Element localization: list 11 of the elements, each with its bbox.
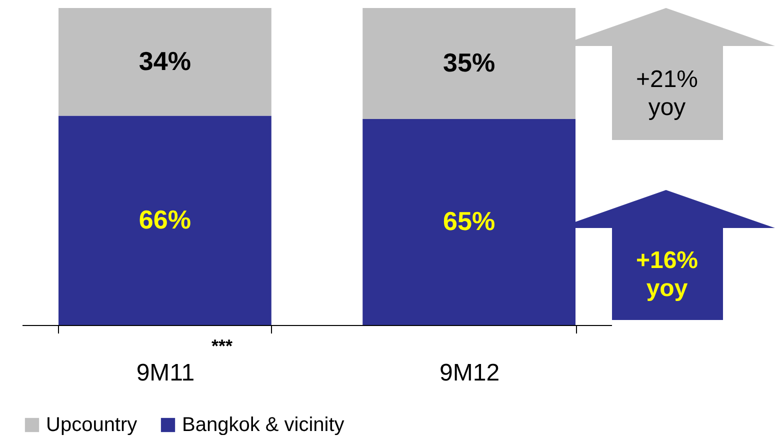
legend-label: Upcountry — [46, 414, 138, 436]
data-label: 34% — [138, 46, 191, 76]
text: *** — [211, 336, 233, 356]
data-label: 65% — [443, 206, 496, 236]
text: +16% yoy — [636, 247, 698, 302]
legend-label: Bangkok & vicinity — [182, 414, 344, 436]
data-label: 66% — [138, 204, 191, 234]
x-tick-label: 9M12 — [440, 360, 500, 386]
text: +21% yoy — [636, 66, 698, 121]
x-tick-label: 9M11 — [136, 360, 195, 386]
data-label: 35% — [443, 47, 496, 78]
